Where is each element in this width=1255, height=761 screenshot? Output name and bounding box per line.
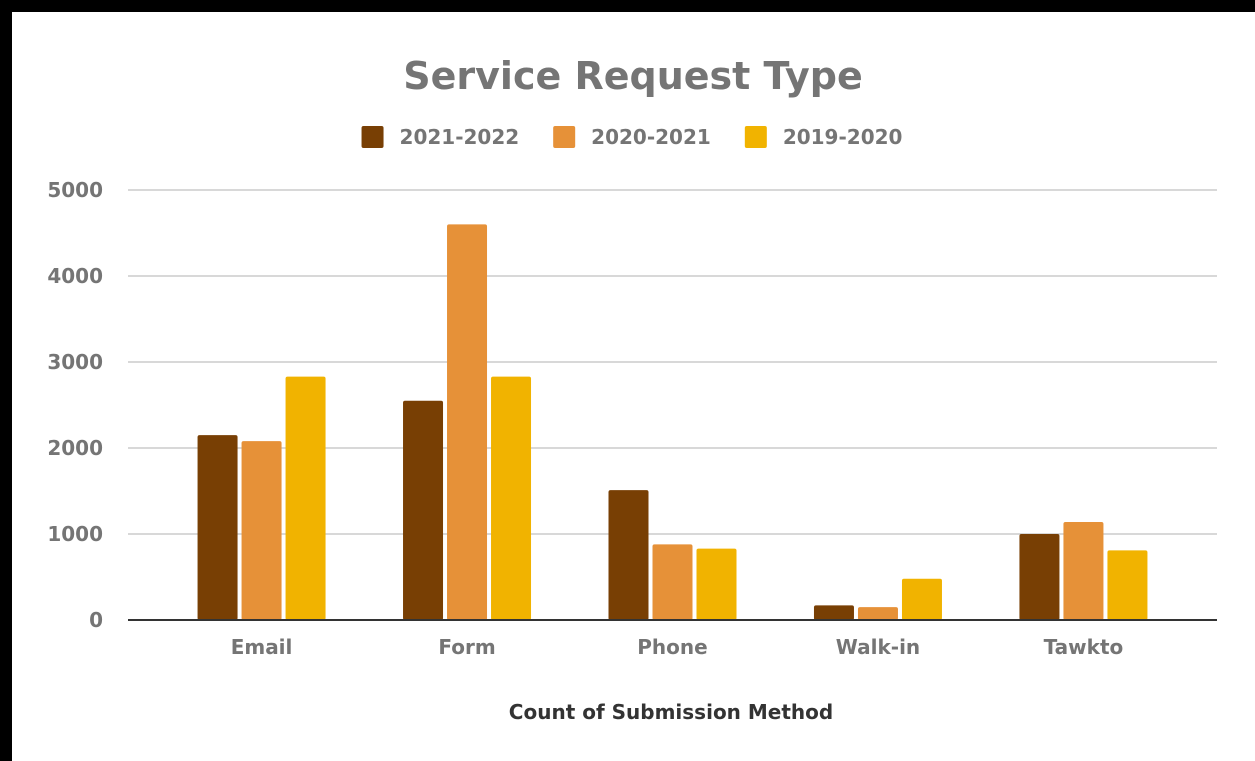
legend-label: 2021-2022	[400, 125, 520, 149]
legend-item: 2021-2022	[361, 125, 520, 149]
x-tick-label: Form	[438, 635, 495, 659]
y-tick-label: 1000	[47, 522, 103, 546]
x-axis-ticks: Email Form Phone Walk-in Tawkto	[231, 635, 1124, 659]
y-tick-label: 0	[89, 608, 103, 632]
bar-form-2020-2021	[447, 224, 488, 620]
legend-swatch	[553, 126, 576, 148]
legend-swatch	[744, 126, 767, 148]
x-tick-label: Email	[231, 635, 293, 659]
bars	[197, 224, 1148, 620]
bar-form-2021-2022	[403, 400, 444, 620]
bar-email-2020-2021	[241, 441, 282, 620]
x-tick-label: Walk-in	[836, 635, 920, 659]
bar-walk-in-2020-2021	[857, 607, 898, 620]
legend-label: 2019-2020	[783, 125, 903, 149]
chart-canvas: Service Request Type 2021-2022 2020-2021 2…	[12, 12, 1255, 761]
legend: 2021-2022 2020-2021 2019-2020	[361, 125, 903, 149]
y-tick-label: 2000	[47, 436, 103, 460]
bar-tawkto-2021-2022	[1019, 534, 1060, 620]
x-axis-title: Count of Submission Method	[509, 700, 833, 724]
bar-email-2021-2022	[197, 435, 238, 620]
x-tick-label: Phone	[637, 635, 707, 659]
legend-swatch	[361, 126, 384, 148]
x-tick-label: Tawkto	[1044, 635, 1124, 659]
bar-phone-2020-2021	[652, 544, 693, 620]
chart-title: Service Request Type	[403, 54, 862, 98]
legend-item: 2020-2021	[553, 125, 711, 149]
bar-tawkto-2020-2021	[1063, 521, 1104, 620]
bar-walk-in-2019-2020	[901, 578, 942, 620]
bar-form-2019-2020	[491, 376, 532, 620]
bar-phone-2021-2022	[608, 490, 649, 620]
bar-walk-in-2021-2022	[813, 605, 854, 620]
legend-item: 2019-2020	[744, 125, 903, 149]
y-tick-label: 3000	[47, 350, 103, 374]
bar-tawkto-2019-2020	[1107, 550, 1148, 620]
bar-chart: Service Request Type 2021-2022 2020-2021 2…	[47, 54, 1217, 724]
legend-label: 2020-2021	[591, 125, 711, 149]
y-axis-ticks: 0 1000 2000 3000 4000 5000	[47, 178, 103, 632]
y-tick-label: 4000	[47, 264, 103, 288]
bar-email-2019-2020	[285, 376, 326, 620]
bar-phone-2019-2020	[696, 548, 737, 620]
y-tick-label: 5000	[47, 178, 103, 202]
